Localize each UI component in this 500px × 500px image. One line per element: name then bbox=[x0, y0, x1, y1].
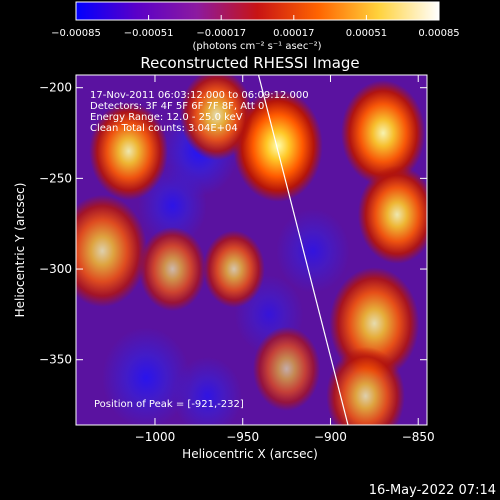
x-tick-label: −950 bbox=[226, 430, 259, 444]
hot-region bbox=[357, 165, 427, 264]
hot-region bbox=[326, 346, 405, 425]
colorbar-tick-label: 0.00085 bbox=[418, 28, 459, 39]
hot-region bbox=[76, 194, 148, 308]
colorbar-tick-label: 0.00017 bbox=[273, 28, 314, 39]
colorbar-tick-label: −0.00017 bbox=[196, 28, 246, 39]
cold-region bbox=[276, 208, 350, 294]
solar-limb-line bbox=[257, 75, 349, 425]
colorbar: −0.00085 −0.00051 −0.00017 0.00017 0.00051 0.… bbox=[51, 1, 460, 52]
x-tick-label: −850 bbox=[402, 430, 435, 444]
colorbar-tick-label: −0.00085 bbox=[51, 28, 101, 39]
colorbar-tick-label: −0.00051 bbox=[124, 28, 174, 39]
chart-title: Reconstructed RHESSI Image bbox=[140, 54, 359, 72]
cold-region bbox=[173, 356, 243, 425]
emission-map bbox=[76, 75, 427, 425]
hot-region bbox=[89, 102, 168, 201]
hot-region bbox=[341, 80, 426, 186]
footer-timestamp: 16-May-2022 07:14 bbox=[369, 483, 496, 498]
annotations: 17-Nov-2011 06:03:12.000 to 06:09:12.000… bbox=[90, 90, 309, 410]
hot-region bbox=[203, 230, 265, 308]
plot-frame bbox=[75, 74, 428, 426]
y-tick-label: −200 bbox=[39, 81, 72, 95]
image-area bbox=[76, 75, 427, 425]
y-tick-label: −250 bbox=[39, 171, 72, 185]
annotation-energy: Energy Range: 12.0 - 25.0 keV bbox=[90, 112, 243, 123]
hot-region bbox=[179, 75, 253, 161]
hot-region bbox=[138, 226, 207, 312]
y-tick-label: −350 bbox=[39, 353, 72, 367]
annotation-time: 17-Nov-2011 06:03:12.000 to 06:09:12.000 bbox=[90, 90, 309, 101]
hot-region bbox=[232, 89, 323, 202]
colorbar-gradient bbox=[75, 1, 440, 21]
axis-ticks: −1000 −950 −900 −850 −200 −250 −300 −350 bbox=[39, 75, 435, 444]
cold-region bbox=[101, 327, 191, 425]
x-tick-label: −900 bbox=[314, 430, 347, 444]
x-axis-label: Heliocentric X (arcsec) bbox=[182, 447, 318, 461]
y-axis-label: Heliocentric Y (arcsec) bbox=[13, 183, 27, 318]
y-tick-label: −300 bbox=[39, 262, 72, 276]
x-tick-label: −1000 bbox=[135, 430, 176, 444]
hot-region bbox=[252, 326, 321, 411]
colorbar-unit-label: (photons cm⁻² s⁻¹ asec⁻²) bbox=[192, 41, 321, 52]
colorbar-ticks: −0.00085 −0.00051 −0.00017 0.00017 0.00051 0.… bbox=[51, 15, 460, 39]
annotation-peak: Position of Peak = [-921,-232] bbox=[94, 399, 244, 410]
colorbar-tick-label: 0.00051 bbox=[346, 28, 387, 39]
annotation-method: Clean Total counts: 3.04E+04 bbox=[90, 123, 238, 134]
annotation-detectors: Detectors: 3F 4F 5F 6F 7F 8F, Att 0 bbox=[90, 101, 264, 112]
